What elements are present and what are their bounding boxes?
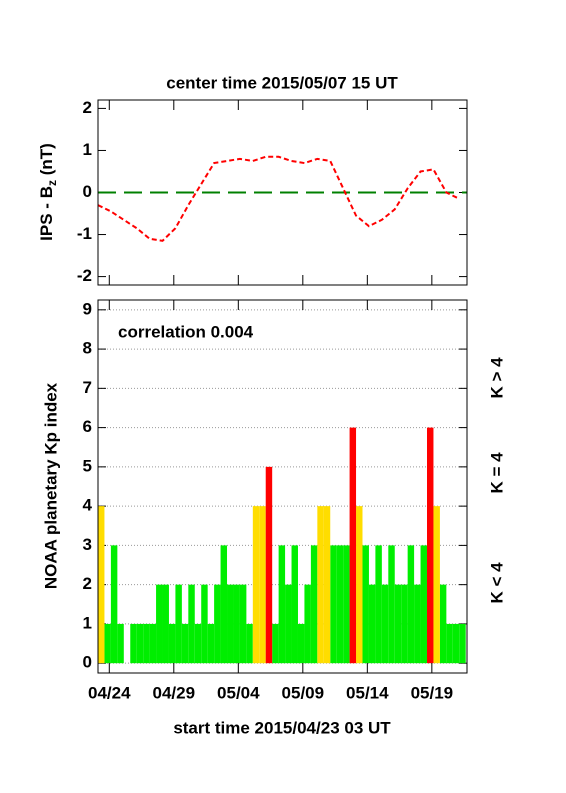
legend-entry: K < 4 bbox=[487, 562, 506, 604]
kp-bar bbox=[233, 584, 240, 664]
y-tick-label: 0 bbox=[83, 182, 92, 201]
x-tick-label: 04/29 bbox=[153, 683, 196, 702]
y-label-part: IPS - B bbox=[37, 186, 56, 241]
kp-bar bbox=[343, 545, 350, 664]
x-tick-label: 05/04 bbox=[217, 683, 260, 702]
kp-bar bbox=[278, 545, 286, 664]
x-tick-label: 05/09 bbox=[282, 683, 325, 702]
kp-bar bbox=[188, 584, 195, 664]
y-tick-label: 0 bbox=[83, 653, 92, 672]
y-tick-label: -2 bbox=[77, 266, 92, 285]
kp-bar bbox=[323, 506, 331, 664]
kp-bar bbox=[362, 545, 369, 664]
kp-bar bbox=[427, 427, 434, 664]
kp-bar bbox=[181, 623, 189, 664]
plot-frame bbox=[97, 299, 468, 674]
kp-bar bbox=[162, 584, 169, 664]
annotation: correlation 0.004 bbox=[118, 322, 254, 341]
x-tick-label: 05/19 bbox=[411, 683, 454, 702]
kp-bar bbox=[394, 584, 402, 664]
legend-entry: K = 4 bbox=[487, 452, 506, 494]
chart-title: center time 2015/05/07 15 UT bbox=[166, 73, 398, 92]
kp-bar bbox=[175, 584, 182, 664]
kp-bar bbox=[388, 545, 395, 664]
kp-bar bbox=[194, 623, 202, 664]
y-tick-label: 8 bbox=[83, 339, 92, 358]
kp-bar bbox=[201, 584, 208, 664]
kp-bar bbox=[420, 545, 428, 664]
kp-bar bbox=[330, 545, 337, 664]
kp-bar bbox=[310, 545, 318, 664]
kp-bar bbox=[239, 584, 247, 664]
kp-bar bbox=[168, 623, 176, 664]
x-tick-label: 05/14 bbox=[346, 683, 389, 702]
bz-line bbox=[97, 155, 460, 242]
kp-bar bbox=[265, 466, 273, 664]
y-tick-label: 2 bbox=[83, 574, 92, 593]
legend-entry: K > 4 bbox=[487, 357, 506, 399]
kp-bar bbox=[214, 584, 221, 664]
plot-frame bbox=[97, 99, 468, 286]
y-axis-label: IPS - Bz (nT) bbox=[37, 143, 59, 241]
kp-bar bbox=[220, 545, 228, 664]
kp-bar bbox=[285, 584, 292, 664]
kp-bar bbox=[304, 584, 311, 664]
y-tick-label: -1 bbox=[77, 224, 92, 243]
y-tick-label: 4 bbox=[83, 496, 93, 515]
kp-bar bbox=[246, 623, 253, 664]
kp-bar bbox=[433, 506, 440, 664]
y-label-part: (nT) bbox=[37, 143, 56, 180]
kp-bar bbox=[104, 623, 111, 664]
y-tick-label: 3 bbox=[83, 535, 92, 554]
kp-bar bbox=[149, 623, 157, 664]
y-tick-label: 1 bbox=[83, 613, 92, 632]
kp-bar bbox=[401, 584, 408, 664]
kp-bar bbox=[317, 506, 324, 664]
kp-bar bbox=[336, 545, 344, 664]
y-tick-label: 7 bbox=[83, 378, 92, 397]
y-tick-label: 5 bbox=[83, 456, 92, 475]
kp-bar bbox=[136, 623, 144, 664]
kp-bar bbox=[117, 623, 124, 664]
kp-bar bbox=[98, 506, 105, 664]
kp-bar bbox=[381, 584, 389, 664]
kp-bar bbox=[272, 623, 279, 664]
kp-bar bbox=[143, 623, 150, 664]
kp-bar bbox=[291, 545, 298, 664]
kp-bar bbox=[227, 584, 234, 664]
kp-bar bbox=[252, 506, 260, 664]
y-label-sub: z bbox=[45, 180, 59, 186]
kp-bar bbox=[446, 623, 453, 664]
x-axis-label: start time 2015/04/23 03 UT bbox=[173, 718, 391, 737]
kp-bar bbox=[156, 584, 163, 664]
kp-bar bbox=[130, 623, 137, 664]
kp-bar bbox=[368, 584, 376, 664]
x-tick-label: 04/24 bbox=[88, 683, 131, 702]
kp-bar bbox=[207, 623, 215, 664]
kp-bar bbox=[297, 623, 305, 664]
y-tick-label: 9 bbox=[83, 299, 92, 318]
kp-bar bbox=[349, 427, 357, 664]
kp-bar bbox=[110, 545, 118, 664]
kp-bar bbox=[259, 506, 266, 664]
kp-bar bbox=[414, 584, 421, 664]
y-tick-label: 2 bbox=[83, 98, 92, 117]
kp-bar bbox=[356, 506, 363, 664]
y-tick-label: 6 bbox=[83, 417, 92, 436]
kp-bar bbox=[375, 545, 382, 664]
kp-bar bbox=[407, 545, 415, 664]
kp-bar bbox=[439, 584, 447, 664]
y-axis-label: NOAA planetary Kp index bbox=[41, 382, 60, 589]
y-tick-label: 1 bbox=[83, 140, 92, 159]
kp-bar bbox=[459, 623, 466, 664]
kp-bar bbox=[452, 623, 460, 664]
